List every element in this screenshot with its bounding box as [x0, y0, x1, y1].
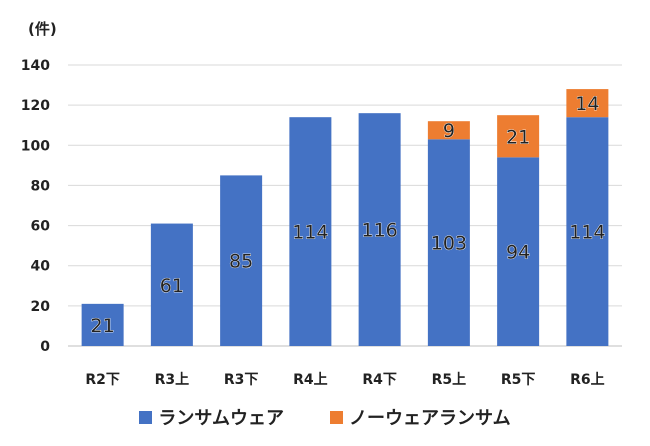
data-label: 103	[431, 233, 467, 255]
x-tick-label: R3上	[155, 372, 190, 388]
x-tick-label: R2下	[85, 372, 120, 388]
bar-segment-ransomware	[358, 113, 401, 347]
bar-segment-ransomware	[289, 117, 332, 346]
x-tick-label: R5上	[432, 372, 467, 388]
bar-segment-noware-ransom	[427, 121, 470, 140]
y-tick-label: 80	[31, 178, 51, 194]
bar-segment-ransomware	[150, 223, 193, 346]
stacked-bar-chart: 0 20 40 60 80 100 120 140 21 R2下 61 R3上 85 R3下 114 R4上 1…	[21, 58, 622, 388]
x-tick-label: R4上	[293, 372, 328, 388]
data-label: 21	[506, 126, 530, 148]
bar-segment-ransomware	[566, 117, 609, 346]
y-tick-label: 0	[40, 339, 50, 355]
y-tick-label: 60	[31, 219, 51, 235]
data-label: 94	[506, 242, 530, 264]
data-label: 61	[160, 275, 184, 297]
y-tick-label: 40	[31, 259, 51, 275]
data-label: 9	[443, 120, 455, 142]
bar-segment-ransomware	[427, 139, 470, 346]
bar-segment-noware-ransom	[566, 89, 609, 118]
y-tick-label: 20	[31, 299, 51, 315]
y-axis-unit-label: (件)	[28, 20, 57, 38]
bar-segment-noware-ransom	[497, 115, 540, 158]
legend-label-ransomware: ランサムウェア	[158, 408, 284, 429]
x-tick-label: R4下	[362, 372, 397, 388]
x-tick-label: R6上	[570, 372, 605, 388]
data-label: 14	[575, 93, 599, 115]
y-tick-label: 100	[21, 138, 50, 154]
data-label: 116	[361, 220, 397, 242]
legend-swatch-ransomware	[139, 410, 153, 424]
y-tick-label: 140	[21, 58, 50, 74]
data-label: 21	[91, 315, 115, 337]
x-tick-label: R3下	[224, 372, 259, 388]
chart-legend: ランサムウェア ノーウェアランサム	[0, 404, 650, 430]
legend-item-noware-ransom: ノーウェアランサム	[330, 404, 511, 430]
data-label: 114	[569, 222, 605, 244]
bar-segment-ransomware	[497, 157, 540, 346]
legend-swatch-noware-ransom	[330, 410, 343, 424]
data-label: 85	[229, 251, 253, 273]
x-tick-label: R5下	[501, 372, 536, 388]
legend-item-ransomware: ランサムウェア	[139, 404, 284, 430]
bar-segment-ransomware	[81, 303, 124, 346]
legend-label-noware-ransom: ノーウェアランサム	[349, 408, 511, 429]
y-tick-label: 120	[21, 98, 50, 114]
bar-segment-ransomware	[220, 175, 263, 346]
data-label: 114	[292, 222, 328, 244]
